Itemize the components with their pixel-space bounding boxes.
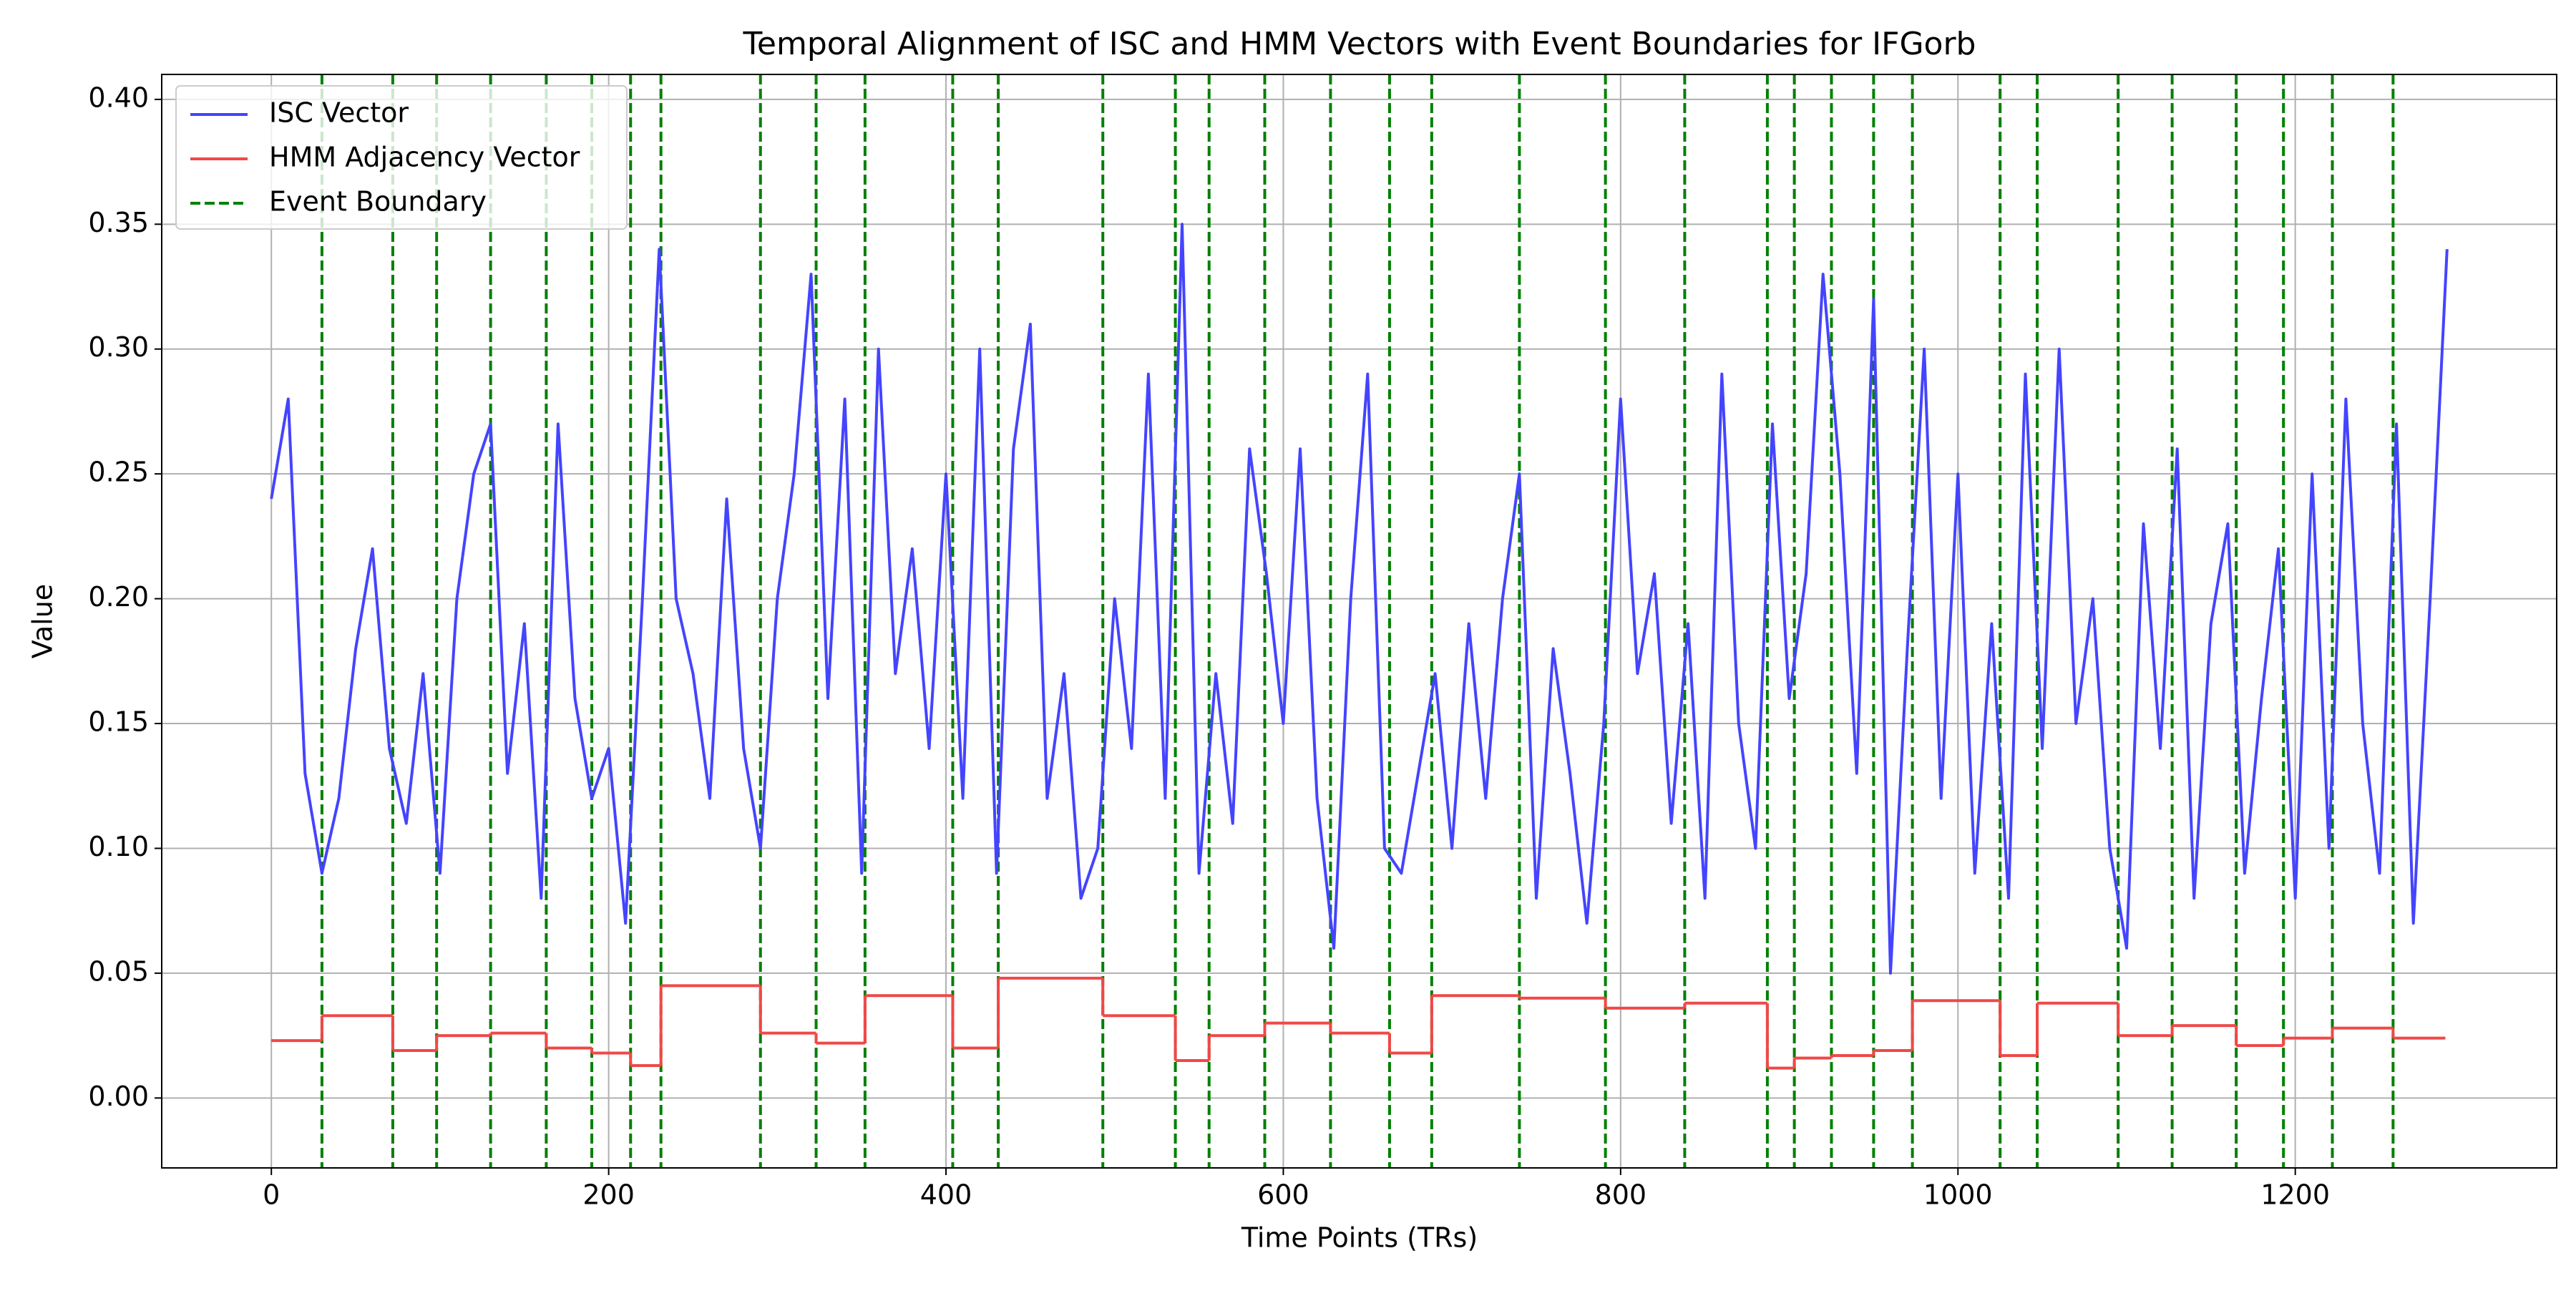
x-tick-label: 600	[1257, 1179, 1309, 1211]
x-tick-label: 200	[582, 1179, 635, 1211]
y-tick-label: 0.15	[88, 706, 149, 738]
y-tick-label: 0.20	[88, 581, 149, 613]
chart-title: Temporal Alignment of ISC and HMM Vector…	[742, 26, 1976, 62]
x-tick-label: 800	[1595, 1179, 1647, 1211]
legend-label: ISC Vector	[269, 97, 409, 129]
y-tick-label: 0.40	[88, 82, 149, 113]
y-tick-label: 0.25	[88, 457, 149, 488]
y-tick-label: 0.35	[88, 207, 149, 238]
x-tick-label: 1200	[2260, 1179, 2330, 1211]
legend-box	[175, 85, 628, 230]
x-axis-label: Time Points (TRs)	[1241, 1222, 1478, 1254]
legend-label: HMM Adjacency Vector	[269, 142, 580, 173]
plot-frame	[161, 74, 2557, 1169]
y-tick-label: 0.10	[88, 831, 149, 862]
isc-line	[270, 223, 2449, 975]
legend-label: Event Boundary	[269, 186, 487, 218]
x-tick-label: 0	[263, 1179, 280, 1211]
y-tick-label: 0.05	[88, 955, 149, 987]
y-tick-label: 0.00	[88, 1081, 149, 1112]
y-tick-label: 0.30	[88, 331, 149, 363]
x-tick-label: 400	[920, 1179, 972, 1211]
y-axis-label: Value	[27, 584, 59, 658]
x-tick-label: 1000	[1923, 1179, 1993, 1211]
